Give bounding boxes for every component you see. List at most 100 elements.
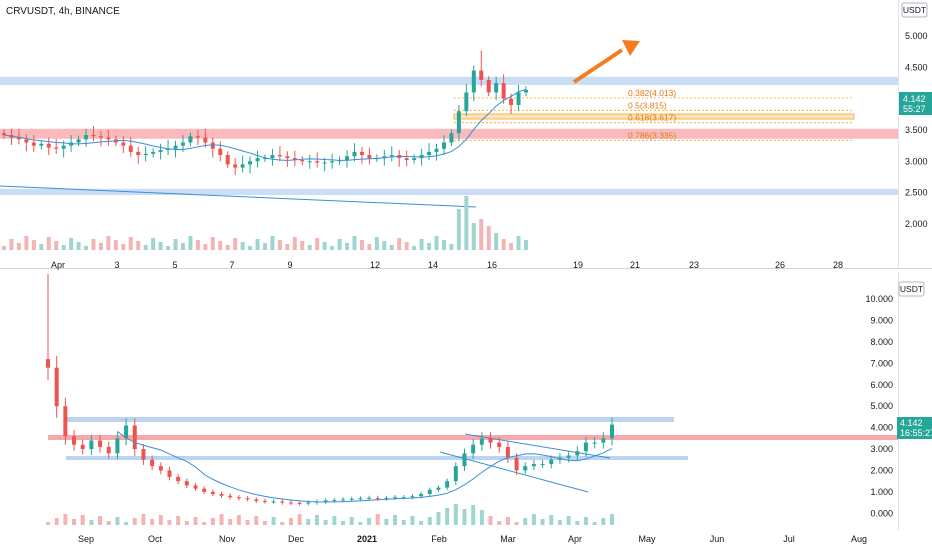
volume-bar	[427, 517, 432, 525]
price-tick: 3.000	[870, 444, 893, 454]
candle-body	[233, 164, 238, 168]
candle-body	[453, 466, 458, 482]
candle-body	[98, 440, 103, 447]
candle-body	[76, 139, 81, 143]
candle-body	[218, 148, 223, 156]
volume-bar	[202, 522, 207, 525]
volume-bar	[497, 521, 502, 525]
candle-body	[427, 151, 432, 156]
volume-bar	[374, 237, 379, 250]
volume-bar	[494, 233, 499, 250]
volume-bar	[471, 505, 476, 525]
volume-bar	[24, 236, 29, 250]
volume-bar	[410, 516, 415, 525]
candle-body	[479, 70, 484, 80]
bottom-countdown: 16:55:27	[900, 428, 932, 438]
candle-body	[91, 135, 96, 137]
volume-bar	[583, 517, 588, 525]
candle-body	[254, 499, 259, 501]
time-tick: Dec	[288, 534, 305, 544]
time-tick: Aug	[851, 534, 867, 544]
volume-bar	[141, 514, 146, 525]
volume-bar	[91, 239, 96, 250]
volume-bar	[63, 514, 68, 525]
candle-body	[158, 150, 163, 152]
bottom-time-axis[interactable]: Sep Oct Nov Dec 2021 Feb Mar Apr May Jun Jul Aug	[78, 534, 867, 544]
volume-bar	[233, 238, 238, 250]
volume-bar	[297, 514, 302, 525]
volume-bar	[462, 509, 467, 525]
volume-bar	[323, 520, 328, 525]
price-tick: 0.000	[870, 508, 893, 518]
candle-body	[315, 161, 320, 163]
price-tick: 5.000	[870, 401, 893, 411]
volume-bar	[456, 209, 461, 250]
candle-body	[255, 158, 260, 162]
candle-body	[280, 501, 285, 503]
volume-bar	[610, 514, 614, 525]
time-tick: May	[638, 534, 656, 544]
price-tick: 1.000	[870, 487, 893, 497]
candle-body	[210, 491, 215, 495]
time-tick: 7	[229, 260, 234, 270]
time-tick: 2021	[357, 534, 377, 544]
fib-label: 0.786(3.335)	[628, 130, 676, 140]
volume-bar	[54, 518, 59, 525]
volume-bar	[349, 517, 354, 525]
volume-bar	[397, 238, 402, 250]
candle-body	[151, 151, 156, 154]
candle-body	[322, 162, 327, 164]
bottom-pane[interactable]: 10.000 9.000 8.000 7.000 6.000 5.000 4.000 3.00…	[46, 273, 932, 544]
time-tick: 21	[630, 260, 640, 270]
candle-body	[292, 158, 297, 161]
candle-body	[84, 135, 89, 140]
price-tick: 5.000	[905, 31, 928, 41]
volume-bar	[479, 219, 484, 250]
volume-bar	[151, 238, 156, 250]
volume-bar	[471, 223, 476, 250]
candle-body	[285, 156, 290, 159]
bottom-moving-average	[117, 431, 613, 503]
candle-body	[300, 160, 305, 162]
candle-body	[486, 79, 491, 93]
candle-body	[176, 476, 181, 482]
descending-trendline[interactable]	[0, 185, 477, 208]
candle-body	[441, 142, 446, 149]
volume-bar	[61, 245, 66, 250]
volume-bar	[225, 245, 230, 250]
time-tick: 9	[287, 260, 292, 270]
volume-bar	[136, 241, 141, 250]
volume-bar	[84, 246, 89, 250]
candle-body	[332, 500, 337, 502]
candle-body	[248, 161, 253, 165]
candle-body	[412, 158, 417, 161]
fib-label: 0.618(3.617)	[628, 113, 676, 123]
time-tick: Jul	[783, 534, 795, 544]
candle-body	[228, 495, 233, 498]
time-tick: Feb	[431, 534, 447, 544]
candle-body	[128, 145, 133, 152]
candle-body	[270, 155, 275, 159]
volume-bar	[121, 244, 126, 250]
candle-body	[158, 466, 163, 471]
volume-bar	[505, 517, 510, 525]
top-time-axis[interactable]: Apr 3 5 7 9 12 14 16 19 21 23 26 28	[51, 260, 843, 270]
top-pane[interactable]: 0.382(4.013) 0.5(3.815) 0.618(3.617) 0.786(…	[0, 2, 932, 270]
candle-body	[592, 442, 597, 444]
top-last-price: 4.142	[903, 94, 926, 104]
volume-bar	[203, 244, 208, 250]
volume-bar	[128, 237, 133, 250]
bottom-price-axis[interactable]: 10.000 9.000 8.000 7.000 6.000 5.000 4.000 3.00…	[865, 294, 893, 518]
volume-bar	[375, 514, 380, 525]
volume-bar	[382, 241, 387, 250]
time-tick: Apr	[568, 534, 582, 544]
volume-bar	[166, 246, 171, 250]
candle-body	[106, 446, 111, 454]
volume-bar	[330, 246, 335, 250]
volume-bar	[345, 243, 350, 250]
volume-bar	[479, 510, 484, 525]
candle-body	[471, 70, 476, 93]
